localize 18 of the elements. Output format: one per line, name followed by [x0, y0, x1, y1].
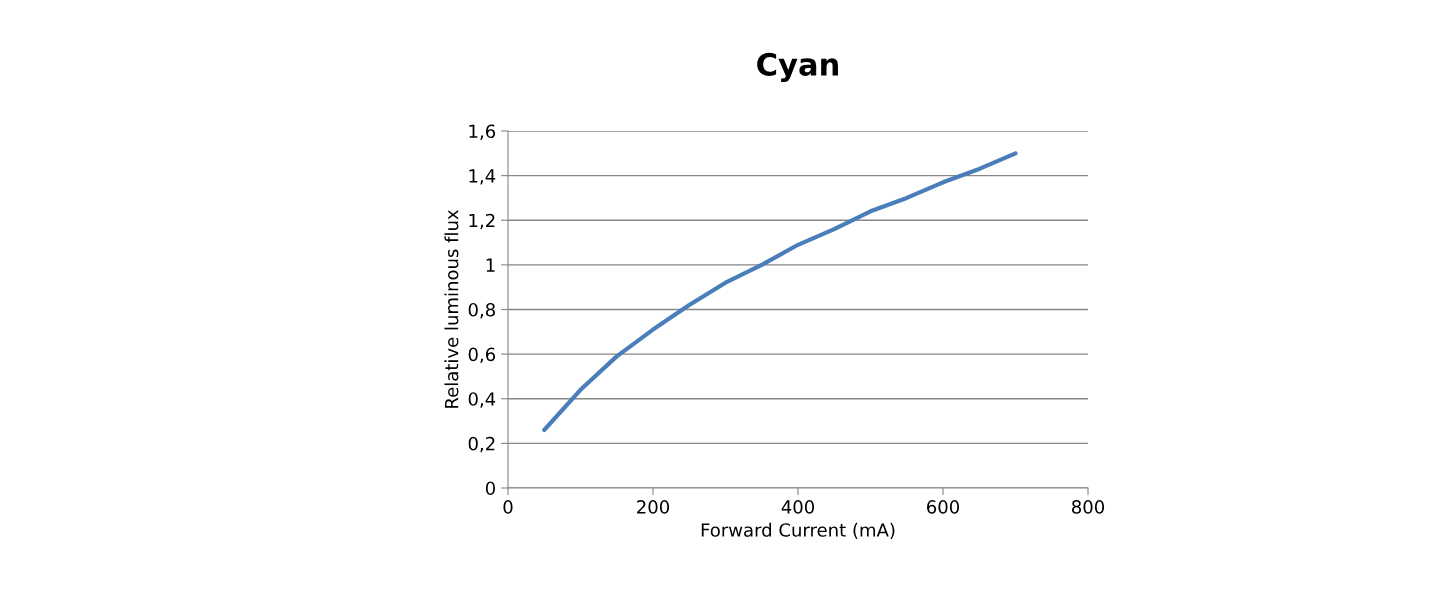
x-tick-label: 200 [637, 500, 670, 514]
y-tick-label: 0 [485, 481, 495, 496]
y-tick-label: 0,4 [468, 392, 496, 408]
y-axis-title: Relative luminous flux [444, 209, 459, 408]
y-tick-label: 0,2 [468, 436, 495, 453]
y-tick-label: 0,8 [468, 302, 495, 319]
y-tick-label: 1,2 [469, 213, 495, 230]
x-axis-title: Forward Current (mA) [701, 522, 895, 539]
x-tick-label: 800 [1071, 500, 1105, 514]
x-tick-label: 600 [927, 500, 960, 514]
line-series [542, 151, 1018, 433]
y-tick-label: 1,6 [469, 124, 496, 140]
x-tick-label: 0 [503, 500, 513, 514]
y-tick-label: 0,6 [468, 347, 496, 364]
chart-title: Cyan [757, 52, 838, 83]
y-tick-label: 1,4 [469, 169, 496, 185]
x-tick-label: 400 [781, 500, 815, 514]
y-tick-label: 1 [486, 258, 495, 272]
